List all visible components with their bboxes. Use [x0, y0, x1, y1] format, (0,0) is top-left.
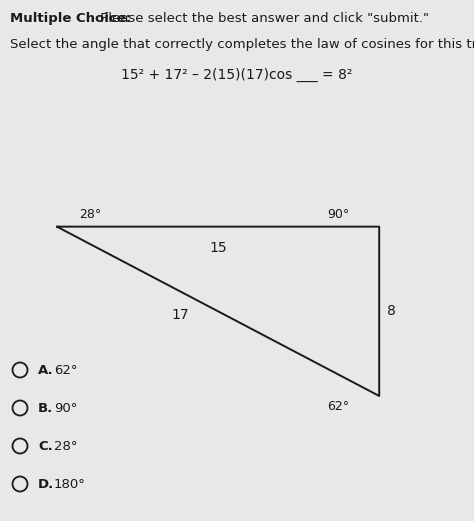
Text: B.: B.: [38, 402, 53, 415]
Text: 28°: 28°: [54, 440, 78, 453]
Text: Select the angle that correctly completes the law of cosines for this triangle.: Select the angle that correctly complete…: [10, 38, 474, 51]
Text: 90°: 90°: [327, 208, 349, 220]
Text: 28°: 28°: [79, 208, 101, 220]
Text: 180°: 180°: [54, 478, 86, 490]
Text: 15² + 17² – 2(15)(17)cos ___ = 8²: 15² + 17² – 2(15)(17)cos ___ = 8²: [121, 68, 353, 82]
Text: C.: C.: [38, 440, 53, 453]
Text: 8: 8: [387, 304, 396, 318]
Text: 62°: 62°: [54, 364, 78, 377]
Text: 17: 17: [171, 308, 189, 322]
Text: Multiple Choice:: Multiple Choice:: [10, 12, 131, 25]
Text: D.: D.: [38, 478, 54, 490]
Text: A.: A.: [38, 364, 54, 377]
Text: Please select the best answer and click "submit.": Please select the best answer and click …: [96, 12, 429, 25]
Text: 62°: 62°: [327, 400, 349, 413]
Text: 15: 15: [209, 241, 227, 255]
Text: 90°: 90°: [54, 402, 77, 415]
